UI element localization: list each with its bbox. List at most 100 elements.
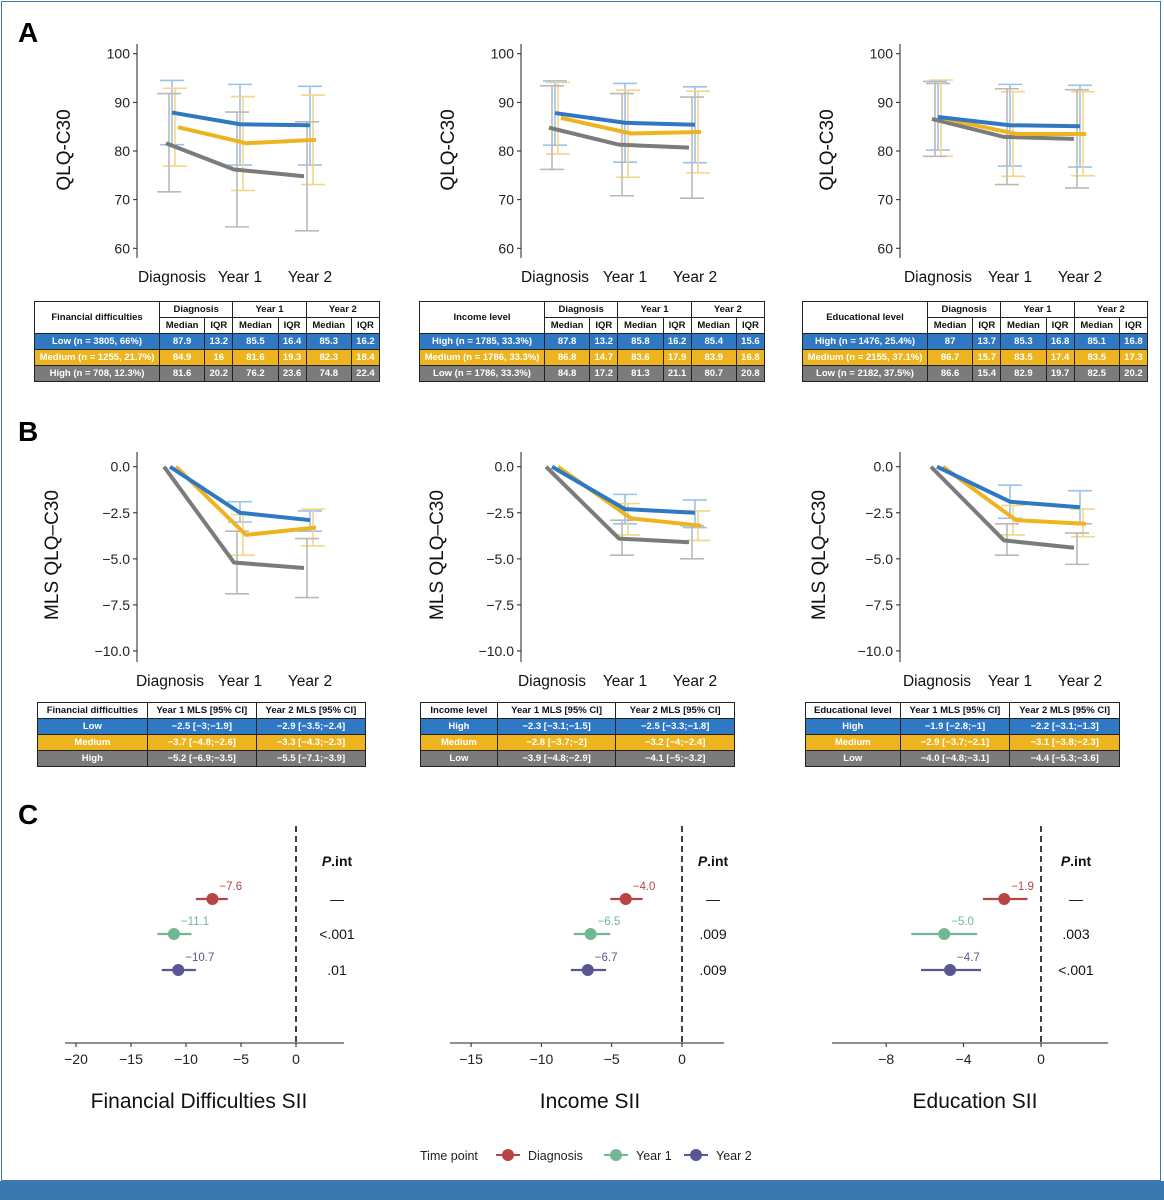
point-year-2 bbox=[581, 964, 594, 976]
y-tick-label: 60 bbox=[114, 240, 130, 256]
table-cell: −5.5 [−7.1;−3.9] bbox=[255, 750, 367, 767]
table-cell: 84.8 bbox=[543, 365, 591, 382]
table-cell: Median bbox=[926, 317, 974, 334]
y-tick-label: 80 bbox=[498, 143, 514, 159]
forest-c2: −15 −10 −5 0 Income SII P.int −4.0 — −6.5 .009 −6.… bbox=[450, 826, 729, 1113]
table-cell: 85.3 bbox=[305, 333, 352, 350]
table-row: Low −4.0 [−4.8;−3.1] −4.4 [−5.3;−3.6] bbox=[805, 750, 1120, 767]
table-cell: Medium bbox=[37, 734, 148, 751]
table-cell: Year 1 MLS [95% CI] bbox=[899, 702, 1011, 719]
table-header-row: Income level Diagnosis Year 1 Year 2 bbox=[419, 301, 766, 334]
table-cell: High (n = 1785, 33.3%) bbox=[419, 333, 545, 350]
table-cell: IQR bbox=[1045, 317, 1075, 334]
table-cell: High bbox=[37, 750, 148, 767]
legend-label: Year 1 bbox=[636, 1149, 672, 1163]
table-cell: 87.8 bbox=[543, 333, 591, 350]
table-cell: Medium (n = 2155, 37.1%) bbox=[802, 349, 928, 366]
table-cell: −2.3 [−3.1;−1.5] bbox=[496, 718, 617, 735]
table-cell: −2.5 [−3.3;−1.8] bbox=[615, 718, 735, 735]
table-cell: Median bbox=[543, 317, 591, 334]
y-tick-label: 0.0 bbox=[495, 459, 515, 475]
table-row: Medium −3.7 [−4.8;−2.6] −3.3 [−4.3;−2.3] bbox=[37, 734, 367, 751]
y-tick-label: 70 bbox=[498, 192, 514, 208]
p-value: .01 bbox=[327, 962, 347, 978]
table-cell: 16.8 bbox=[735, 349, 766, 366]
table-cell: IQR bbox=[277, 317, 307, 334]
table-cell: 83.5 bbox=[1000, 349, 1047, 366]
table-cell: 85.4 bbox=[690, 333, 737, 350]
table-cell: 85.8 bbox=[617, 333, 664, 350]
table-cell: 19.3 bbox=[277, 349, 307, 366]
table-cell: Medium (n = 1786, 33.3%) bbox=[419, 349, 545, 366]
point-diagnosis bbox=[619, 893, 632, 905]
y-tick-label: 100 bbox=[870, 46, 894, 62]
table-cell: IQR bbox=[662, 317, 692, 334]
table-cell: Year 1 MLS [95% CI] bbox=[146, 702, 257, 719]
table-cell: Median bbox=[617, 317, 664, 334]
table-cell: Median bbox=[1073, 317, 1120, 334]
x-tick-label: −15 bbox=[119, 1051, 143, 1067]
table-cell: 81.3 bbox=[617, 365, 664, 382]
x-category-label: Diagnosis bbox=[903, 673, 971, 690]
p-value: .009 bbox=[699, 962, 726, 978]
y-tick-label: 90 bbox=[877, 94, 893, 110]
point-value-label: −4.7 bbox=[957, 952, 980, 964]
x-tick-label: −5 bbox=[604, 1051, 620, 1067]
y-tick-label: −7.5 bbox=[102, 597, 130, 613]
x-category-label: Year 2 bbox=[288, 269, 332, 286]
x-category-label: Diagnosis bbox=[136, 673, 204, 690]
y-tick-label: 60 bbox=[877, 240, 893, 256]
table-cell: 81.6 bbox=[158, 365, 206, 382]
p-value: — bbox=[330, 891, 344, 907]
table-cell: 84.9 bbox=[158, 349, 206, 366]
x-category-label: Year 2 bbox=[1058, 673, 1102, 690]
series-line-low bbox=[171, 110, 311, 128]
series-line-high bbox=[550, 465, 696, 515]
point-value-label: −6.5 bbox=[598, 916, 621, 928]
table-cell: −2.5 [−3;−1.9] bbox=[146, 718, 257, 735]
point-value-label: −10.7 bbox=[185, 952, 214, 964]
table-cell: Median bbox=[1000, 317, 1047, 334]
table-cell: Educational level bbox=[802, 301, 928, 334]
table-cell: −4.0 [−4.8;−3.1] bbox=[899, 750, 1011, 767]
legend-label: Diagnosis bbox=[528, 1149, 583, 1163]
chart-a3: 60 70 80 90 100 Diagnosis Year 1 Year 2 QLQ-C30 bbox=[817, 44, 1102, 286]
table-cell: 86.7 bbox=[926, 349, 974, 366]
x-tick-label: 0 bbox=[1037, 1051, 1045, 1067]
table-cell: 20.8 bbox=[735, 365, 766, 382]
table-cell: −3.7 [−4.8;−2.6] bbox=[146, 734, 257, 751]
point-year-1 bbox=[584, 928, 597, 940]
x-category-label: Year 1 bbox=[218, 269, 262, 286]
y-tick-label: 90 bbox=[114, 94, 130, 110]
table-cell: Year 1 bbox=[1000, 301, 1075, 318]
y-axis-title: MLS QLQ–C30 bbox=[809, 490, 830, 620]
table-cell: Median bbox=[158, 317, 206, 334]
panel-label-a: A bbox=[18, 17, 38, 48]
table-cell: −5.2 [−6.9;−3.5] bbox=[146, 750, 257, 767]
y-tick-label: 70 bbox=[877, 192, 893, 208]
y-axis-title: MLS QLQ–C30 bbox=[427, 490, 448, 620]
table-cell: Year 2 bbox=[690, 301, 766, 318]
point-year-2 bbox=[944, 964, 957, 976]
x-category-label: Year 2 bbox=[288, 673, 332, 690]
table-cell: Diagnosis bbox=[543, 301, 619, 318]
series-line-high bbox=[936, 464, 1081, 510]
p-value: .009 bbox=[699, 926, 726, 942]
table-cell: −1.9 [−2.8;−1] bbox=[899, 718, 1011, 735]
table-cell: Educational level bbox=[805, 702, 901, 719]
point-value-label: −4.0 bbox=[633, 881, 656, 893]
table-cell: IQR bbox=[204, 317, 234, 334]
p-int-header: P.int bbox=[1061, 853, 1092, 869]
series-line-high bbox=[162, 465, 305, 571]
x-axis-title: Education SII bbox=[913, 1090, 1038, 1113]
x-axis-title: Income SII bbox=[540, 1090, 640, 1113]
y-tick-label: −10.0 bbox=[858, 643, 894, 659]
table-row: High −1.9 [−2.8;−1] −2.2 [−3.1;−1.3] bbox=[805, 718, 1120, 735]
series-line-high bbox=[554, 111, 696, 127]
legend-marker-diagnosis bbox=[502, 1149, 514, 1161]
table-cell: Financial difficulties bbox=[37, 702, 148, 719]
table-cell: −3.3 [−4.3;−2.3] bbox=[255, 734, 367, 751]
table-header-row: Educational level Diagnosis Year 1 Year 2 bbox=[802, 301, 1149, 334]
table-cell: 23.6 bbox=[277, 365, 307, 382]
